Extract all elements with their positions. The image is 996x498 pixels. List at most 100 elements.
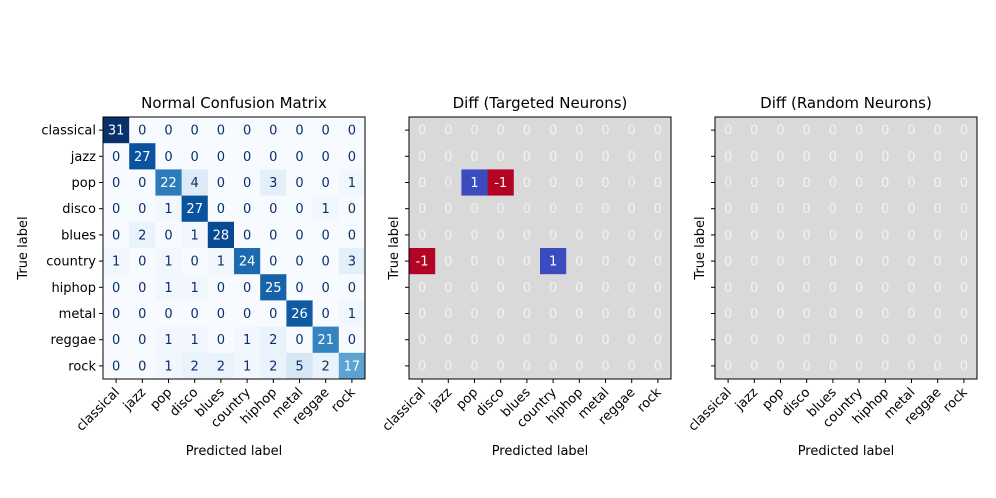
cell-value-label: 0 [418,150,426,165]
heatmap-cell [741,300,768,327]
heatmap-cell [793,300,821,327]
x-tick-label: jazz [120,385,149,414]
heatmap-cell [767,352,794,380]
cell-value-label: 1 [243,333,251,348]
cell-value-label: 0 [654,359,662,374]
cell-value-label: 31 [108,124,125,139]
heatmap-cell [566,300,593,327]
cell-value-label: 0 [750,307,758,322]
cell-value-label: 0 [138,255,146,270]
cell-value-label: 0 [470,307,478,322]
cell-value-label: 0 [549,150,557,165]
heatmap-cell [793,169,821,196]
cell-value-label: 0 [243,176,251,191]
heatmap-cell [924,117,952,144]
heatmap-cell [793,143,821,170]
heatmap-cell [618,274,646,301]
cell-value-label: 0 [575,124,583,139]
cell-value-label: 0 [523,359,531,374]
heatmap-cell [487,300,515,327]
cell-value-label: 2 [217,359,225,374]
heatmap-cell [566,143,593,170]
heatmap-cell [872,326,899,354]
cell-value-label: 0 [907,333,915,348]
cell-value-label: 0 [934,150,942,165]
cell-value-label: 0 [628,124,636,139]
cell-value-label: 0 [112,333,120,348]
heatmap-cell [312,326,340,354]
cell-value-label: 0 [724,124,732,139]
heatmap-cell [898,221,925,249]
heatmap-cell [540,195,567,223]
heatmap-cell [461,221,488,249]
cell-value-label: 0 [138,359,146,374]
cell-value-label: 1 [191,228,199,243]
cell-value-label: 1 [164,202,172,217]
heatmap-cell [950,274,978,301]
heatmap-cell [461,117,488,144]
heatmap-cell [260,221,287,249]
heatmap-cell [715,300,742,327]
heatmap-cell [207,221,235,249]
cell-value-label: 0 [601,124,609,139]
heatmap-cell [338,300,366,327]
cell-value-label: 0 [776,202,784,217]
cell-value-label: 0 [444,228,452,243]
cell-value-label: 1 [164,281,172,296]
heatmap-cell [181,169,209,196]
cell-value-label: 0 [138,281,146,296]
cell-value-label: 0 [269,307,277,322]
cell-value-label: 1 [348,176,356,191]
heatmap-cell [644,300,672,327]
heatmap-cell [950,143,978,170]
cell-value-label: 2 [138,228,146,243]
cell-value-label: 0 [750,124,758,139]
cell-value-label: 0 [523,307,531,322]
cell-value-label: 0 [523,281,531,296]
cell-value-label: 1 [322,202,330,217]
heatmap-cell [592,248,619,275]
cell-value-label: 0 [575,333,583,348]
heatmap-cell [461,300,488,327]
heatmap-cell [103,352,130,380]
heatmap-cell [513,274,541,301]
heatmap-cell [103,117,130,144]
cell-value-label: 0 [269,255,277,270]
heatmap-cell [950,352,978,380]
y-axis-label: True label [16,216,31,280]
heatmap-cell [181,117,209,144]
heatmap-cell [487,195,515,223]
heatmap-cell [435,248,462,275]
heatmap-cell [741,326,768,354]
cell-value-label: 0 [470,228,478,243]
cell-value-label: 0 [470,333,478,348]
cell-value-label: 0 [855,281,863,296]
cell-value-label: 0 [470,281,478,296]
cell-value-label: 0 [348,333,356,348]
heatmap-cell [715,326,742,354]
cell-value-label: 0 [322,281,330,296]
heatmap-cell [540,169,567,196]
cell-value-label: 0 [348,150,356,165]
x-axis-label: Predicted label [186,444,283,459]
cell-value-label: 0 [295,124,303,139]
heatmap-cell [819,248,847,275]
heatmap-cell [155,195,182,223]
cell-value-label: 0 [348,228,356,243]
heatmap-cell [924,221,952,249]
cell-value-label: 1 [191,333,199,348]
heatmap-cell [767,326,794,354]
heatmap-cell [338,221,366,249]
cell-value-label: 1 [243,359,251,374]
cell-value-label: 0 [960,228,968,243]
heatmap-cell [409,117,436,144]
cell-value-label: 3 [348,255,356,270]
heatmap-cell [286,352,313,380]
cell-value-label: 0 [881,228,889,243]
plot-frame [714,116,978,380]
heatmap-cell [793,274,821,301]
cell-value-label: 0 [907,202,915,217]
heatmap-cell [767,195,794,223]
x-tick-label: rock [329,385,360,416]
